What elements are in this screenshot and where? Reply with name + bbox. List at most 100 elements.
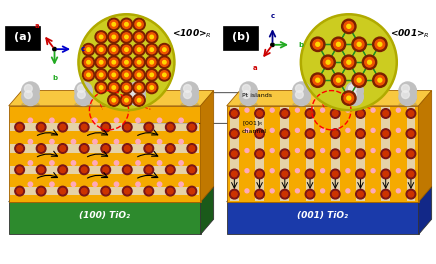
Ellipse shape — [75, 96, 92, 101]
Circle shape — [146, 188, 152, 194]
Circle shape — [97, 83, 105, 92]
Circle shape — [58, 186, 68, 196]
Polygon shape — [227, 186, 432, 202]
Circle shape — [60, 146, 65, 151]
Circle shape — [103, 188, 109, 194]
Circle shape — [305, 149, 315, 159]
Circle shape — [120, 44, 133, 56]
Ellipse shape — [128, 96, 145, 101]
Circle shape — [396, 108, 400, 112]
Circle shape — [163, 73, 166, 77]
Circle shape — [82, 124, 87, 130]
Circle shape — [99, 73, 103, 77]
Circle shape — [130, 91, 138, 98]
Circle shape — [103, 124, 109, 130]
Circle shape — [166, 165, 175, 175]
Circle shape — [93, 182, 97, 186]
Circle shape — [136, 182, 140, 186]
Circle shape — [321, 55, 335, 69]
Circle shape — [282, 151, 288, 157]
Circle shape — [245, 189, 249, 193]
Circle shape — [408, 171, 414, 177]
Circle shape — [232, 171, 237, 177]
Circle shape — [75, 82, 92, 100]
Circle shape — [371, 189, 375, 193]
Circle shape — [120, 94, 133, 106]
Circle shape — [38, 124, 44, 130]
Circle shape — [82, 56, 95, 68]
Circle shape — [84, 45, 92, 54]
Circle shape — [79, 186, 89, 196]
Circle shape — [307, 151, 313, 157]
Circle shape — [341, 19, 356, 34]
Bar — [331, 107, 340, 201]
Circle shape — [232, 191, 237, 197]
Circle shape — [28, 139, 33, 144]
Circle shape — [38, 188, 44, 194]
Circle shape — [53, 48, 56, 51]
Circle shape — [147, 33, 156, 41]
Circle shape — [71, 161, 75, 165]
Circle shape — [160, 58, 168, 66]
Circle shape — [97, 58, 105, 66]
Circle shape — [245, 128, 249, 132]
Circle shape — [242, 84, 250, 92]
Circle shape — [87, 60, 90, 64]
Circle shape — [124, 146, 130, 151]
Circle shape — [79, 165, 89, 175]
Circle shape — [58, 165, 68, 175]
Circle shape — [271, 43, 274, 46]
Circle shape — [381, 149, 391, 159]
Circle shape — [122, 20, 131, 29]
Circle shape — [352, 73, 366, 87]
Polygon shape — [9, 186, 214, 202]
Circle shape — [229, 109, 239, 118]
Circle shape — [58, 144, 68, 153]
Circle shape — [307, 131, 313, 136]
Circle shape — [150, 48, 153, 51]
Circle shape — [109, 83, 118, 92]
Circle shape — [123, 122, 132, 132]
Circle shape — [347, 60, 351, 64]
Circle shape — [109, 45, 118, 54]
Circle shape — [166, 122, 175, 132]
Circle shape — [270, 128, 274, 132]
Circle shape — [334, 40, 343, 49]
Circle shape — [330, 149, 340, 159]
Circle shape — [158, 56, 170, 68]
Circle shape — [229, 129, 239, 138]
Circle shape — [330, 189, 340, 199]
Circle shape — [147, 71, 156, 79]
Circle shape — [71, 139, 75, 144]
Circle shape — [157, 182, 162, 186]
Circle shape — [135, 45, 143, 54]
Circle shape — [133, 69, 145, 81]
Circle shape — [337, 78, 341, 82]
Circle shape — [396, 149, 400, 153]
Circle shape — [187, 186, 197, 196]
Circle shape — [282, 111, 288, 116]
Circle shape — [95, 31, 107, 43]
Circle shape — [133, 56, 145, 68]
Circle shape — [346, 149, 350, 153]
Circle shape — [158, 44, 170, 56]
Circle shape — [22, 82, 39, 100]
Circle shape — [179, 182, 183, 186]
Circle shape — [136, 118, 140, 122]
Circle shape — [381, 109, 391, 118]
Circle shape — [133, 81, 145, 94]
Circle shape — [146, 69, 158, 81]
Circle shape — [128, 82, 145, 100]
Circle shape — [79, 122, 89, 132]
Circle shape — [408, 131, 414, 136]
Circle shape — [229, 169, 239, 179]
Circle shape — [245, 108, 249, 112]
Circle shape — [137, 98, 141, 102]
Circle shape — [120, 69, 133, 81]
Circle shape — [120, 18, 133, 30]
Circle shape — [187, 122, 197, 132]
Circle shape — [331, 73, 346, 87]
Bar — [280, 107, 289, 201]
Circle shape — [101, 186, 111, 196]
Circle shape — [346, 128, 350, 132]
